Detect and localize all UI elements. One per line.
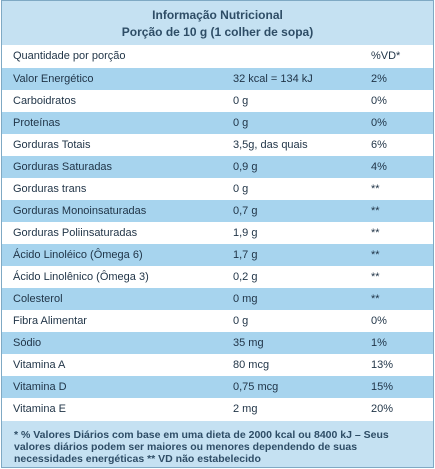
- nutrient-amount: 35 mg: [233, 337, 264, 349]
- nutrient-amount: 0,2 g: [233, 271, 258, 283]
- table-row: Ácido Linolênico (Ômega 3) 0,2 g **: [2, 266, 433, 288]
- nutrient-name: Gorduras Totais: [13, 139, 91, 151]
- nutrient-vd: **: [371, 205, 380, 217]
- table-row: Gorduras Saturadas 0,9 g 4%: [2, 156, 433, 178]
- footnote-line-2: valores diários podem ser maiores ou men…: [14, 441, 358, 453]
- nutrient-name: Ácido Linolênico (Ômega 3): [13, 271, 149, 283]
- nutrient-amount: 0,75 mcg: [233, 381, 279, 393]
- table-row: Vitamina D 0,75 mcg 15%: [2, 376, 433, 398]
- table-row: Fibra Alimentar 0 g 0%: [2, 310, 433, 332]
- table-row: Vitamina A 80 mcg 13%: [2, 354, 433, 376]
- table-row: Gorduras trans 0 g **: [2, 178, 433, 200]
- nutrient-name: Gorduras Monoinsaturadas: [13, 205, 147, 217]
- nutrient-name: Gorduras Poliinsaturadas: [13, 227, 138, 239]
- table-row: Carboidratos 0 g 0%: [2, 90, 433, 112]
- nutrient-vd: 2%: [371, 73, 387, 85]
- nutrient-amount: 3,5g, das quais: [233, 139, 308, 151]
- nutrient-vd: 6%: [371, 139, 387, 151]
- nutrient-amount: 2 mg: [233, 403, 258, 415]
- nutrient-name: Ácido Linoléico (Ômega 6): [13, 249, 143, 261]
- column-header-vd: %VD*: [371, 50, 401, 62]
- nutrient-vd: 15%: [371, 381, 394, 393]
- nutrient-amount: 80 mcg: [233, 359, 270, 371]
- footnote: * % Valores Diários com base em uma diet…: [14, 429, 426, 465]
- nutrient-vd: 0%: [371, 95, 387, 107]
- nutrient-name: Vitamina A: [13, 359, 66, 371]
- nutrient-amount: 0 mg: [233, 293, 258, 305]
- table-header: Informação Nutricional Porção de 10 g (1…: [2, 1, 433, 45]
- nutrient-vd: **: [371, 249, 380, 261]
- nutrient-amount: 1,9 g: [233, 227, 258, 239]
- nutrient-vd: 4%: [371, 161, 387, 173]
- nutrient-vd: 1%: [371, 337, 387, 349]
- nutrient-vd: **: [371, 227, 380, 239]
- nutrient-name: Gorduras trans: [13, 183, 87, 195]
- nutrient-vd: 13%: [371, 359, 394, 371]
- nutrient-name: Fibra Alimentar: [13, 315, 87, 327]
- nutrient-amount: 32 kcal = 134 kJ: [233, 73, 313, 85]
- nutrient-name: Carboidratos: [13, 95, 76, 107]
- table-row: Valor Energético 32 kcal = 134 kJ 2%: [2, 68, 433, 90]
- table-title: Informação Nutricional: [152, 8, 283, 22]
- table-row: Ácido Linoléico (Ômega 6) 1,7 g **: [2, 244, 433, 266]
- nutrient-amount: 0,7 g: [233, 205, 258, 217]
- nutrient-vd: **: [371, 183, 380, 195]
- nutrient-vd: 0%: [371, 315, 387, 327]
- nutrient-vd: **: [371, 293, 380, 305]
- table-row: Proteínas 0 g 0%: [2, 112, 433, 134]
- table-row: Vitamina E 2 mg 20%: [2, 398, 433, 420]
- footnote-line-3: necessidades energéticas ** VD não estab…: [14, 453, 261, 465]
- column-header-name: Quantidade por porção: [13, 50, 126, 62]
- nutrient-amount: 0 g: [233, 183, 249, 195]
- table-footer: * % Valores Diários com base em uma diet…: [2, 421, 433, 467]
- serving-size: Porção de 10 g (1 colher de sopa): [121, 25, 314, 39]
- nutrient-name: Vitamina D: [13, 381, 67, 393]
- column-header-row: Quantidade por porção %VD*: [2, 45, 433, 68]
- nutrient-name: Sódio: [13, 337, 42, 349]
- table-row: Sódio 35 mg 1%: [2, 332, 433, 354]
- nutrient-name: Proteínas: [13, 117, 61, 129]
- nutrient-name: Colesterol: [13, 293, 63, 305]
- nutrient-amount: 0 g: [233, 95, 249, 107]
- nutrient-name: Valor Energético: [13, 73, 94, 85]
- nutrient-name: Gorduras Saturadas: [13, 161, 113, 173]
- nutrient-name: Vitamina E: [13, 403, 66, 415]
- table-row: Gorduras Monoinsaturadas 0,7 g **: [2, 200, 433, 222]
- table-row: Gorduras Totais 3,5g, das quais 6%: [2, 134, 433, 156]
- nutrient-vd: 20%: [371, 403, 394, 415]
- table-row: Gorduras Poliinsaturadas 1,9 g **: [2, 222, 433, 244]
- nutrient-amount: 0 g: [233, 117, 249, 129]
- table-row: Colesterol 0 mg **: [2, 288, 433, 310]
- nutrient-amount: 0,9 g: [233, 161, 258, 173]
- nutrient-amount: 0 g: [233, 315, 249, 327]
- nutrient-vd: 0%: [371, 117, 387, 129]
- nutrient-amount: 1,7 g: [233, 249, 258, 261]
- nutrient-vd: **: [371, 271, 380, 283]
- footnote-line-1: * % Valores Diários com base em uma diet…: [14, 429, 389, 441]
